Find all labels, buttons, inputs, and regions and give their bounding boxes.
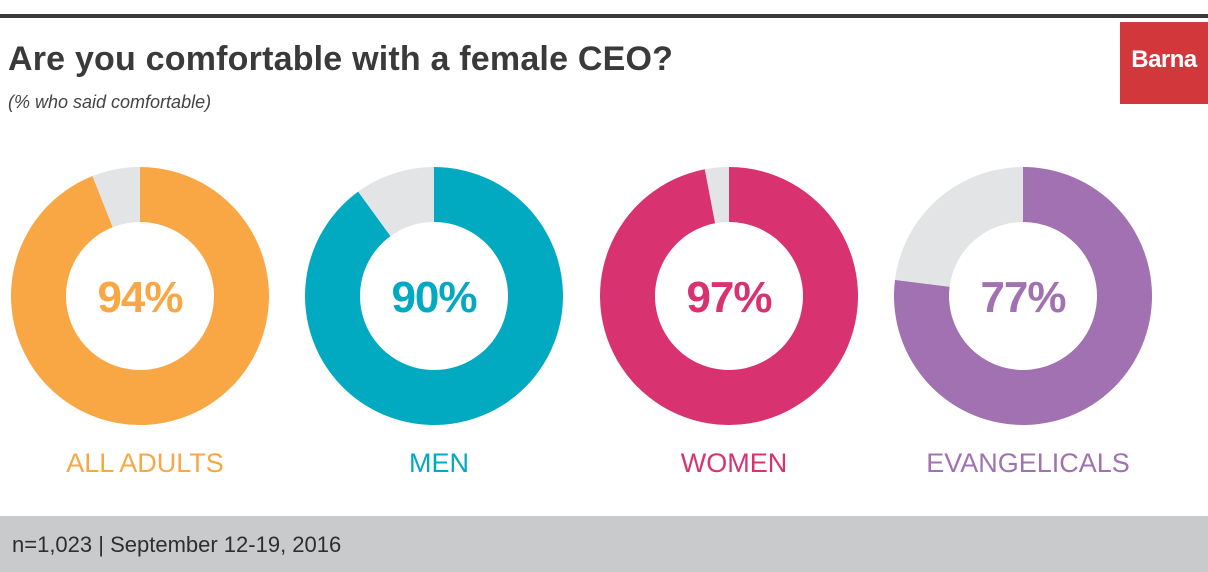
brand-logo-text: Barna <box>1131 46 1197 73</box>
category-label-evangelicals: EVANGELICALS <box>926 448 1130 478</box>
value-label-all-adults: 94% <box>97 273 182 322</box>
slice-remainder-men <box>358 167 434 237</box>
category-label-men: MEN <box>409 448 469 478</box>
slice-value-all-adults <box>11 167 270 425</box>
category-label-women: WOMEN <box>681 448 787 478</box>
brand-logo: Barna <box>1120 22 1208 104</box>
donut-evangelicals: 77% EVANGELICALS <box>894 167 1153 478</box>
donut-charts: 94% ALL ADULTS 90% MEN 97% WOMEN 77% EVANGELICA… <box>11 167 1153 478</box>
slice-remainder-evangelicals <box>895 167 1023 287</box>
value-label-evangelicals: 77% <box>980 273 1065 322</box>
donut-women: 97% WOMEN <box>599 167 858 478</box>
footer-bar: n=1,023 | September 12-19, 2016 <box>0 516 1208 572</box>
value-label-men: 90% <box>391 273 476 322</box>
chart-title: Are you comfortable with a female CEO? <box>8 40 674 78</box>
top-rule <box>0 14 1208 18</box>
sample-note: n=1,023 | September 12-19, 2016 <box>12 532 342 557</box>
slice-value-men <box>304 167 563 425</box>
slice-value-evangelicals <box>894 167 1153 425</box>
category-label-all-adults: ALL ADULTS <box>66 448 224 478</box>
donut-men: 90% MEN <box>304 167 563 478</box>
chart-subtitle: (% who said comfortable) <box>8 92 212 112</box>
slice-remainder-women <box>704 167 729 224</box>
slice-value-women <box>599 167 858 425</box>
value-label-women: 97% <box>686 273 771 322</box>
donut-all-adults: 94% ALL ADULTS <box>11 167 270 478</box>
slice-remainder-all-adults <box>92 167 140 228</box>
